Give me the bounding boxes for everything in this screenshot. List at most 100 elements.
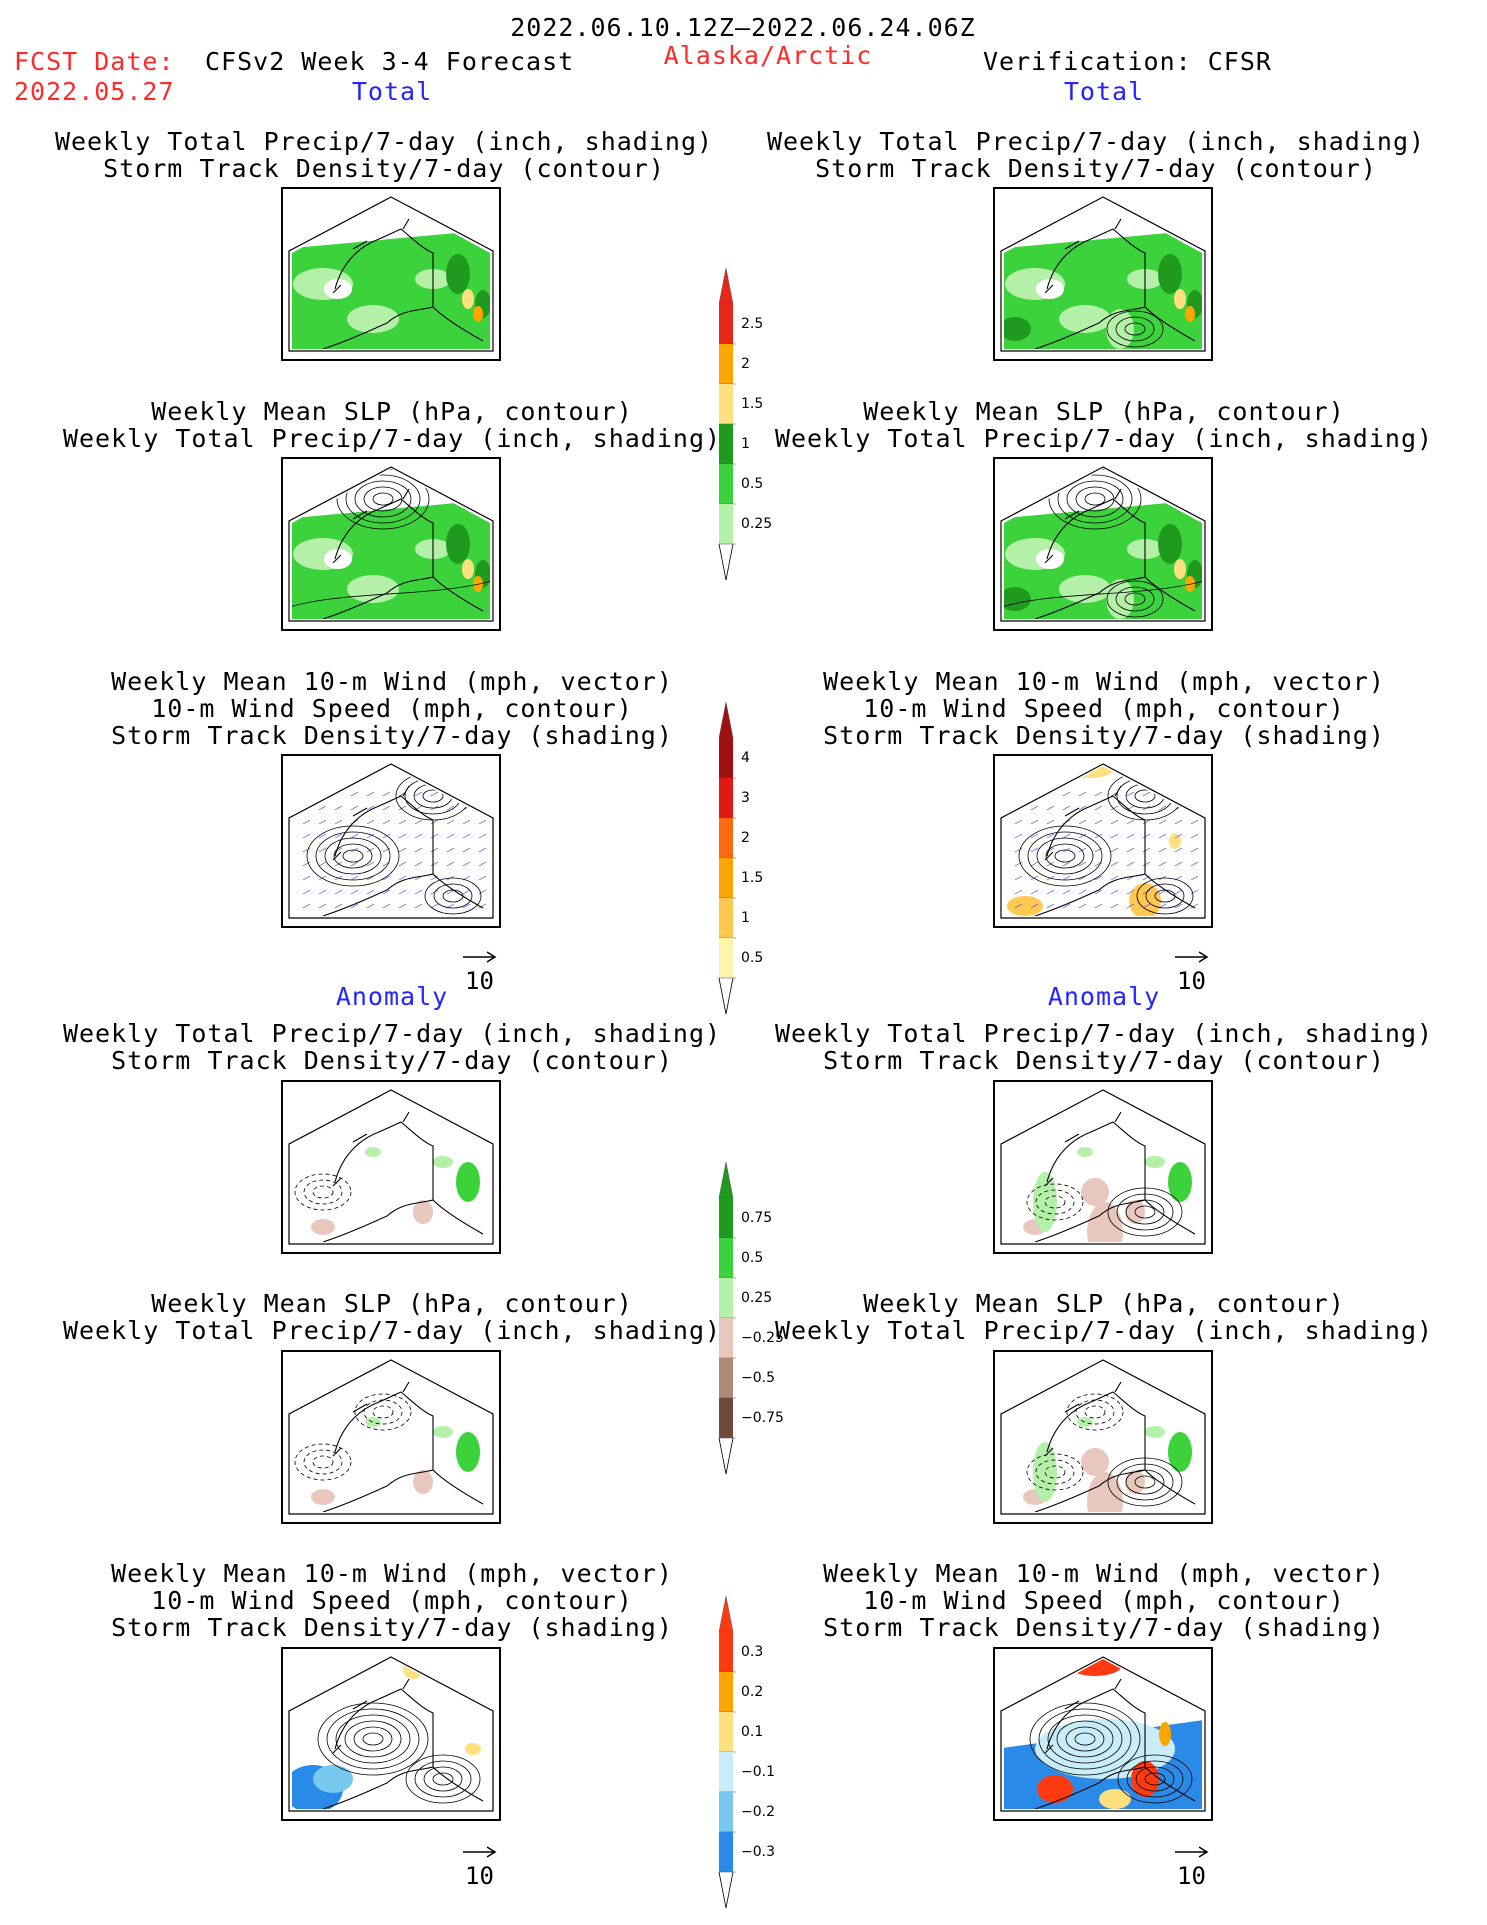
wind-vector (398, 889, 407, 895)
contour-line (1026, 1183, 1084, 1221)
contour-line (324, 837, 382, 875)
wind-vector (1030, 833, 1039, 839)
colorbar-segment (719, 304, 733, 344)
wind-vector (318, 847, 327, 853)
total-label-right: Total (1063, 77, 1145, 106)
colorbar-svg (718, 1161, 736, 1475)
wind-vector (1062, 791, 1071, 797)
contour-line (372, 1405, 394, 1419)
colorbar-label: 3 (741, 790, 750, 806)
coastline (322, 1381, 484, 1512)
contour-line (432, 1772, 454, 1786)
colorbar-segment (719, 464, 733, 504)
wind-vector (1158, 805, 1167, 811)
wind-vector (1190, 805, 1199, 811)
wind-vector (1014, 861, 1023, 867)
contour-line (1134, 1205, 1156, 1219)
contour-line (335, 1714, 411, 1764)
map-content (292, 469, 490, 619)
contour-line (395, 771, 471, 821)
precip-dark-patch (1106, 309, 1134, 349)
wind-vector (430, 889, 439, 895)
vector-reference-arrow-1R: 10 (1173, 950, 1233, 996)
map-svg (1000, 466, 1206, 622)
map-content (1004, 218, 1202, 349)
wind-vector (1126, 903, 1135, 909)
wind-vector (1190, 833, 1199, 839)
wind-vector (430, 847, 439, 853)
wind-vector (414, 847, 423, 853)
map-wedge-outline (288, 196, 494, 352)
wind-vector (1062, 875, 1071, 881)
wind-vector (1046, 889, 1055, 895)
anomaly-patch (311, 1489, 335, 1505)
contour-line (303, 1449, 343, 1475)
wind-vector (414, 833, 423, 839)
wind-vector (318, 791, 327, 797)
wind-vector (1062, 861, 1071, 867)
precip-light-patch (1059, 305, 1111, 333)
wind-vector (334, 805, 343, 811)
coastline (322, 1111, 484, 1242)
colorbar-storm-density: 4 3 2 1.5 1 0.5 (718, 701, 839, 1015)
wind-vector (398, 819, 407, 825)
wind-vector (1142, 875, 1151, 881)
contour-line (1084, 492, 1106, 506)
wind-vector (1046, 819, 1055, 825)
colorbar-label: 1 (741, 910, 750, 926)
wind-vector (1094, 903, 1103, 909)
contour-line (1066, 480, 1124, 518)
colorbar-label: −0.2 (741, 1804, 775, 1820)
wind-vector (446, 819, 455, 825)
colorbar-top-cap (718, 1161, 734, 1199)
contour-line (363, 486, 403, 512)
vector-reference-arrow-2L: 10 (461, 1845, 521, 1891)
wind-vector (382, 833, 391, 839)
wind-vector (318, 875, 327, 881)
colorbar-segment (719, 1672, 733, 1712)
wind-vector (478, 819, 487, 825)
map-wedge-outline (288, 1089, 494, 1245)
contour-line (1134, 789, 1156, 803)
wind-vector (1158, 861, 1167, 867)
anomaly-patch (1033, 1172, 1057, 1232)
contour-line (315, 831, 391, 881)
contour-line (345, 474, 421, 524)
contour-line (294, 1443, 352, 1481)
contour-line (1124, 592, 1146, 606)
wind-vector (462, 847, 471, 853)
panel-title-3R: Weekly Mean 10-m Wind (mph, vector) 10-m … (823, 667, 1385, 750)
storm-density-patch (1129, 883, 1161, 916)
anomaly-patch (456, 1432, 480, 1472)
wind-vector (366, 847, 375, 853)
panel-title-1R: Weekly Total Precip/7-day (inch, shading… (766, 127, 1426, 183)
contour-line (344, 1720, 402, 1758)
precip-high-patch (462, 289, 474, 309)
wind-vector (1126, 889, 1135, 895)
wind-vector (1174, 819, 1183, 825)
wind-vector (350, 903, 359, 909)
map-content (1004, 1659, 1202, 1809)
map-wedge-outline (1000, 763, 1206, 919)
colorbar-segment (719, 1792, 733, 1832)
colorbar-label: 0.25 (741, 1290, 773, 1306)
map-svg (288, 763, 494, 919)
anomaly-patch (1168, 1162, 1192, 1202)
wind-vector (1078, 805, 1087, 811)
colorbar-label: 0.25 (741, 516, 773, 532)
wind-vector (1110, 903, 1119, 909)
colorbar-label: 4 (741, 750, 750, 766)
wind-vector (1014, 875, 1023, 881)
wind-vector (478, 903, 487, 909)
wind-vector (398, 805, 407, 811)
panel-title-3L: Weekly Mean 10-m Wind (mph, vector) 10-m … (111, 667, 673, 750)
wind-vector (302, 847, 311, 853)
wind-vector (1126, 847, 1135, 853)
map-content (294, 1111, 484, 1242)
colorbar-label: 2 (741, 830, 750, 846)
wind-vector (398, 833, 407, 839)
map-anom-slp-precip-verif (993, 1350, 1213, 1524)
wind-vector (1142, 819, 1151, 825)
coastline (1034, 785, 1196, 916)
colorbar-segment (719, 898, 733, 938)
